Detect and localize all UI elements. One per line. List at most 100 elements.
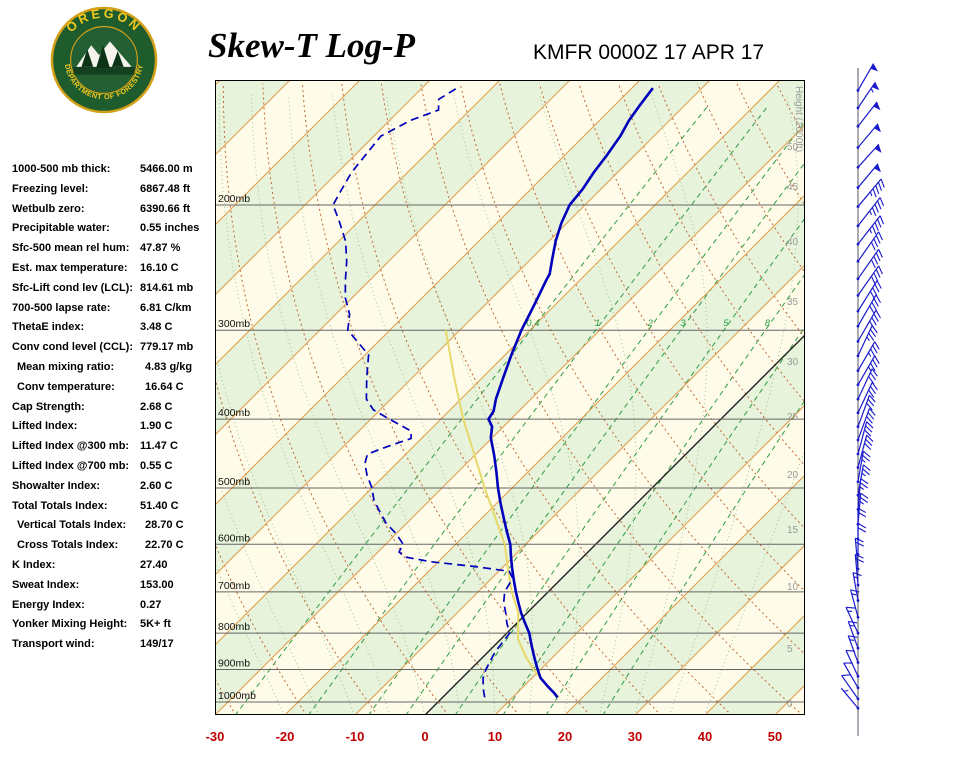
pressure-label: 900mb [218,657,250,669]
stat-row: Total Totals Index: 51.40 C [12,500,217,520]
mixing-ratio-label: 2 [647,318,654,329]
stat-row: ThetaE index: 3.48 C [12,321,217,341]
chart-border [215,80,805,715]
stat-label: Vertical Totals Index: [17,519,127,532]
pressure-label: 200mb [218,193,250,205]
stat-row: Cross Totals Index: 22.70 C [12,539,217,559]
temperature-trace [487,87,654,699]
stat-value: 16.64 C [145,380,184,393]
height-axis-label: 10 [787,582,799,593]
pressure-label: 400mb [218,407,250,419]
height-axis-label: 45 [787,182,799,193]
stat-value: 3.48 C [140,321,173,334]
stat-value: 779.17 mb [140,341,194,354]
stat-label: Freezing level: [12,182,89,195]
stat-value: 149/17 [140,638,174,651]
stat-label: Precipitable water: [12,222,110,235]
stat-label: K Index: [12,558,56,571]
pressure-label: 700mb [218,580,250,592]
stat-value: 5K+ ft [140,618,171,631]
mixing-ratio-label: 8 [765,318,771,329]
temp-axis-label: -20 [275,729,295,744]
mixing-ratio-label: 5 [723,318,729,329]
stat-value: 16.10 C [140,261,179,274]
stat-value: 1.90 C [140,420,173,433]
stat-label: Total Totals Index: [12,499,108,512]
height-axis-label: 40 [787,237,799,248]
stats-panel: 1000-500 mb thick: 5466.00 m Freezing leve… [12,163,217,658]
stat-value: 0.27 [140,598,162,611]
stat-row: Freezing level: 6867.48 ft [12,183,217,203]
pressure-label: 600mb [218,532,250,544]
stat-label: Lifted Index @300 mb: [12,440,130,453]
stat-label: Sfc-Lift cond lev (LCL): [12,281,133,294]
stat-row: Cap Strength: 2.68 C [12,401,217,421]
dewpoint-trace [332,87,514,698]
pressure-label: 500mb [218,476,250,488]
station-time-label: KMFR 0000Z 17 APR 17 [533,41,765,64]
stat-label: Conv temperature: [17,380,115,393]
stat-value: 153.00 [140,578,174,591]
stat-row: Est. max temperature: 16.10 C [12,262,217,282]
stat-row: Precipitable water: 0.55 inches [12,222,217,242]
stat-row: Sfc-500 mean rel hum: 47.87 % [12,242,217,262]
temp-axis-label: 40 [697,729,713,744]
wind-barb-column [808,60,892,755]
stat-label: Wetbulb zero: [12,202,85,215]
mixing-ratio-label: 3 [680,318,686,329]
temp-axis-label: -30 [205,729,225,744]
stat-label: 1000-500 mb thick: [12,163,111,175]
stat-value: 4.83 g/kg [145,360,193,373]
stat-label: Transport wind: [12,638,95,651]
odf-logo: OREGON DEPARTMENT OF FORESTRY [50,6,158,114]
stat-value: 0.55 inches [140,222,200,235]
height-axis-label: 30 [787,357,799,368]
stat-value: 11.47 C [140,440,178,453]
stat-value: 6.81 C/km [140,301,192,314]
stat-row: Lifted Index @300 mb: 11.47 C [12,440,217,460]
logo-ground [73,66,135,75]
pressure-label: 300mb [218,318,250,330]
stat-row: Lifted Index: 1.90 C [12,420,217,440]
stat-label: Mean mixing ratio: [17,360,115,373]
page-title: Skew-T Log-P [208,26,416,65]
stat-value: 6867.48 ft [140,182,191,195]
logo-tree-icon [96,45,110,68]
stat-label: Sfc-500 mean rel hum: [12,242,130,255]
stat-label: Lifted Index: [12,420,78,433]
height-axis-label: 50 [787,142,799,153]
stat-label: Lifted Index @700 mb: [12,459,130,472]
stat-label: Showalter Index: [12,479,101,492]
skewt-plot-area: 0.4 1 2 3 5 8200mb300mb400mb500mb600mb700mb80… [215,80,805,715]
stat-row: Conv cond level (CCL): 779.17 mb [12,341,217,361]
stat-row: Yonker Mixing Height: 5K+ ft [12,618,217,638]
height-axis-label: 20 [787,470,799,481]
stat-row: Showalter Index: 2.60 C [12,480,217,500]
dry-adiabats [215,83,805,715]
temp-axis-label: 10 [487,729,503,744]
temp-axis-label: -10 [345,729,365,744]
skewt-chart: 0.4 1 2 3 5 8 200mb 300mb 400mb 500mb 600mb 700mb 80… [215,80,805,715]
stat-value: 5466.00 m [140,163,193,175]
stat-label: Conv cond level (CCL): [12,341,134,354]
stat-value: 22.70 C [145,539,184,552]
stat-row: Energy Index: 0.27 [12,599,217,619]
stat-row: Sweat Index: 153.00 [12,579,217,599]
height-axis-label: 15 [787,525,799,536]
stat-label: Est. max temperature: [12,261,128,274]
pressure-label: 800mb [218,621,250,633]
height-axis-label: 25 [787,412,799,423]
stat-value: 2.60 C [140,479,173,492]
stat-row: Transport wind: 149/17 [12,638,217,658]
mixing-ratio-label: 1 [595,318,600,329]
stat-row: Vertical Totals Index: 28.70 C [12,519,217,539]
stat-row: 1000-500 mb thick: 5466.00 m [12,163,217,183]
isotherms [215,80,805,715]
temp-axis-label: 20 [557,729,573,744]
stat-value: 814.61 mb [140,281,194,294]
logo-tree-icon [111,51,124,67]
stat-value: 27.40 [140,558,168,571]
stat-label: 700-500 lapse rate: [12,301,111,314]
temp-axis-label: 0 [421,729,429,744]
stat-label: ThetaE index: [12,321,85,334]
